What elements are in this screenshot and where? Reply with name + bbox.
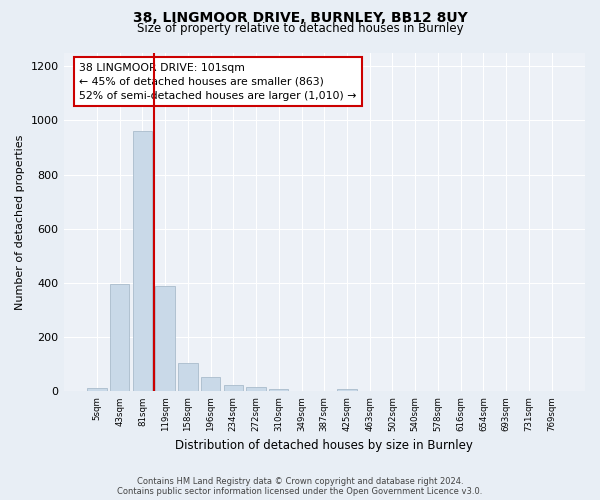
Bar xyxy=(224,386,243,392)
Text: Contains HM Land Registry data © Crown copyright and database right 2024.
Contai: Contains HM Land Registry data © Crown c… xyxy=(118,476,482,496)
Bar xyxy=(337,388,356,392)
Bar xyxy=(247,388,266,392)
Bar xyxy=(155,286,175,392)
Bar xyxy=(178,363,197,392)
Text: 38 LINGMOOR DRIVE: 101sqm
← 45% of detached houses are smaller (863)
52% of semi: 38 LINGMOOR DRIVE: 101sqm ← 45% of detac… xyxy=(79,62,356,100)
Text: Size of property relative to detached houses in Burnley: Size of property relative to detached ho… xyxy=(137,22,463,35)
Bar xyxy=(87,388,107,392)
Bar xyxy=(201,378,220,392)
Bar xyxy=(269,388,289,392)
Y-axis label: Number of detached properties: Number of detached properties xyxy=(15,134,25,310)
X-axis label: Distribution of detached houses by size in Burnley: Distribution of detached houses by size … xyxy=(175,440,473,452)
Bar xyxy=(110,284,130,392)
Text: 38, LINGMOOR DRIVE, BURNLEY, BB12 8UY: 38, LINGMOOR DRIVE, BURNLEY, BB12 8UY xyxy=(133,11,467,25)
Bar xyxy=(133,131,152,392)
